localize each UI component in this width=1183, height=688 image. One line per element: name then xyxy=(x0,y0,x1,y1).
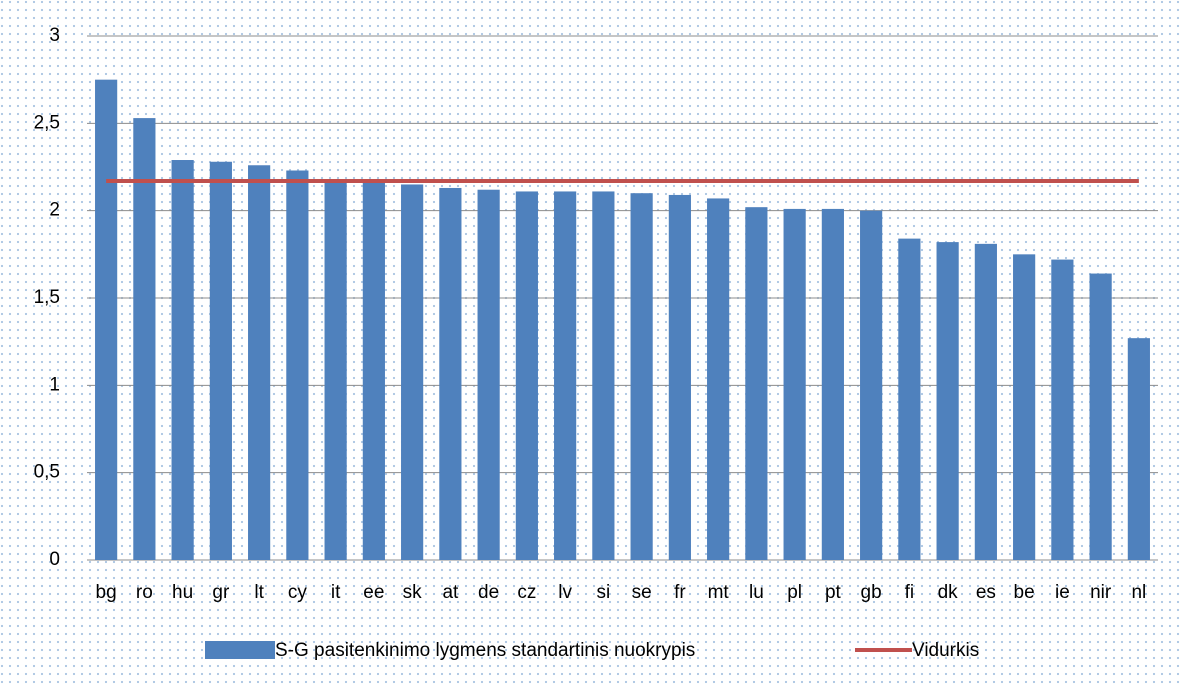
y-tick-label: 3 xyxy=(49,25,60,46)
bar xyxy=(898,238,921,560)
x-tick-label: gr xyxy=(212,582,230,603)
bar xyxy=(630,193,653,560)
legend-label: Vidurkis xyxy=(912,640,979,661)
bar xyxy=(401,184,424,560)
x-tick-label: pt xyxy=(825,582,842,603)
y-tick-label: 2 xyxy=(49,200,60,221)
bar xyxy=(286,170,309,560)
x-tick-label: lu xyxy=(749,582,764,603)
x-tick-label: pl xyxy=(787,582,802,603)
bar xyxy=(1127,338,1150,560)
x-tick-label: cy xyxy=(288,582,308,603)
bar xyxy=(1089,273,1112,560)
bar xyxy=(133,118,156,561)
legend-swatch xyxy=(205,641,275,659)
bar xyxy=(171,160,194,560)
y-tick-label: 0,5 xyxy=(34,462,60,483)
x-tick-label: ie xyxy=(1055,582,1070,603)
x-tick-label: bg xyxy=(96,582,117,603)
bar xyxy=(477,189,500,560)
x-tick-label: hu xyxy=(172,582,193,603)
bar xyxy=(860,210,883,560)
x-tick-label: si xyxy=(597,582,611,603)
x-tick-label: es xyxy=(976,582,996,603)
x-tick-label: ee xyxy=(363,582,384,603)
y-tick-label: 0 xyxy=(49,549,60,570)
x-tick-label: dk xyxy=(938,582,959,603)
bar xyxy=(745,207,768,560)
bar xyxy=(324,179,347,560)
bar xyxy=(936,242,959,560)
bar xyxy=(974,243,997,560)
x-tick-label: nl xyxy=(1131,582,1146,603)
bar xyxy=(95,79,118,561)
x-tick-label: nir xyxy=(1090,582,1112,603)
bar xyxy=(439,187,462,560)
bar xyxy=(783,208,806,561)
y-tick-label: 2,5 xyxy=(34,112,60,133)
legend-label: S-G pasitenkinimo lygmens standartinis n… xyxy=(275,640,695,661)
bar xyxy=(209,161,232,560)
bar xyxy=(1051,259,1074,560)
x-tick-label: fr xyxy=(674,582,686,603)
bar xyxy=(1013,254,1036,561)
bar xyxy=(821,208,844,561)
x-tick-label: at xyxy=(442,582,459,603)
y-tick-label: 1,5 xyxy=(34,287,60,308)
x-tick-label: de xyxy=(478,582,499,603)
x-tick-label: ro xyxy=(136,582,153,603)
bar xyxy=(668,194,691,561)
x-tick-label: cz xyxy=(517,582,536,603)
x-tick-label: be xyxy=(1014,582,1035,603)
x-tick-label: sk xyxy=(403,582,423,603)
x-tick-label: lt xyxy=(254,582,264,603)
bar xyxy=(248,165,271,560)
y-tick-label: 1 xyxy=(49,374,60,395)
x-tick-label: se xyxy=(632,582,652,603)
bar xyxy=(554,191,577,560)
bar xyxy=(362,180,385,560)
x-tick-label: lv xyxy=(558,582,572,603)
x-tick-label: fi xyxy=(905,582,915,603)
x-tick-label: mt xyxy=(708,582,730,603)
bar xyxy=(515,191,538,560)
bar xyxy=(592,191,615,560)
bar xyxy=(707,198,730,560)
x-tick-label: it xyxy=(331,582,341,603)
x-tick-label: gb xyxy=(861,582,882,603)
